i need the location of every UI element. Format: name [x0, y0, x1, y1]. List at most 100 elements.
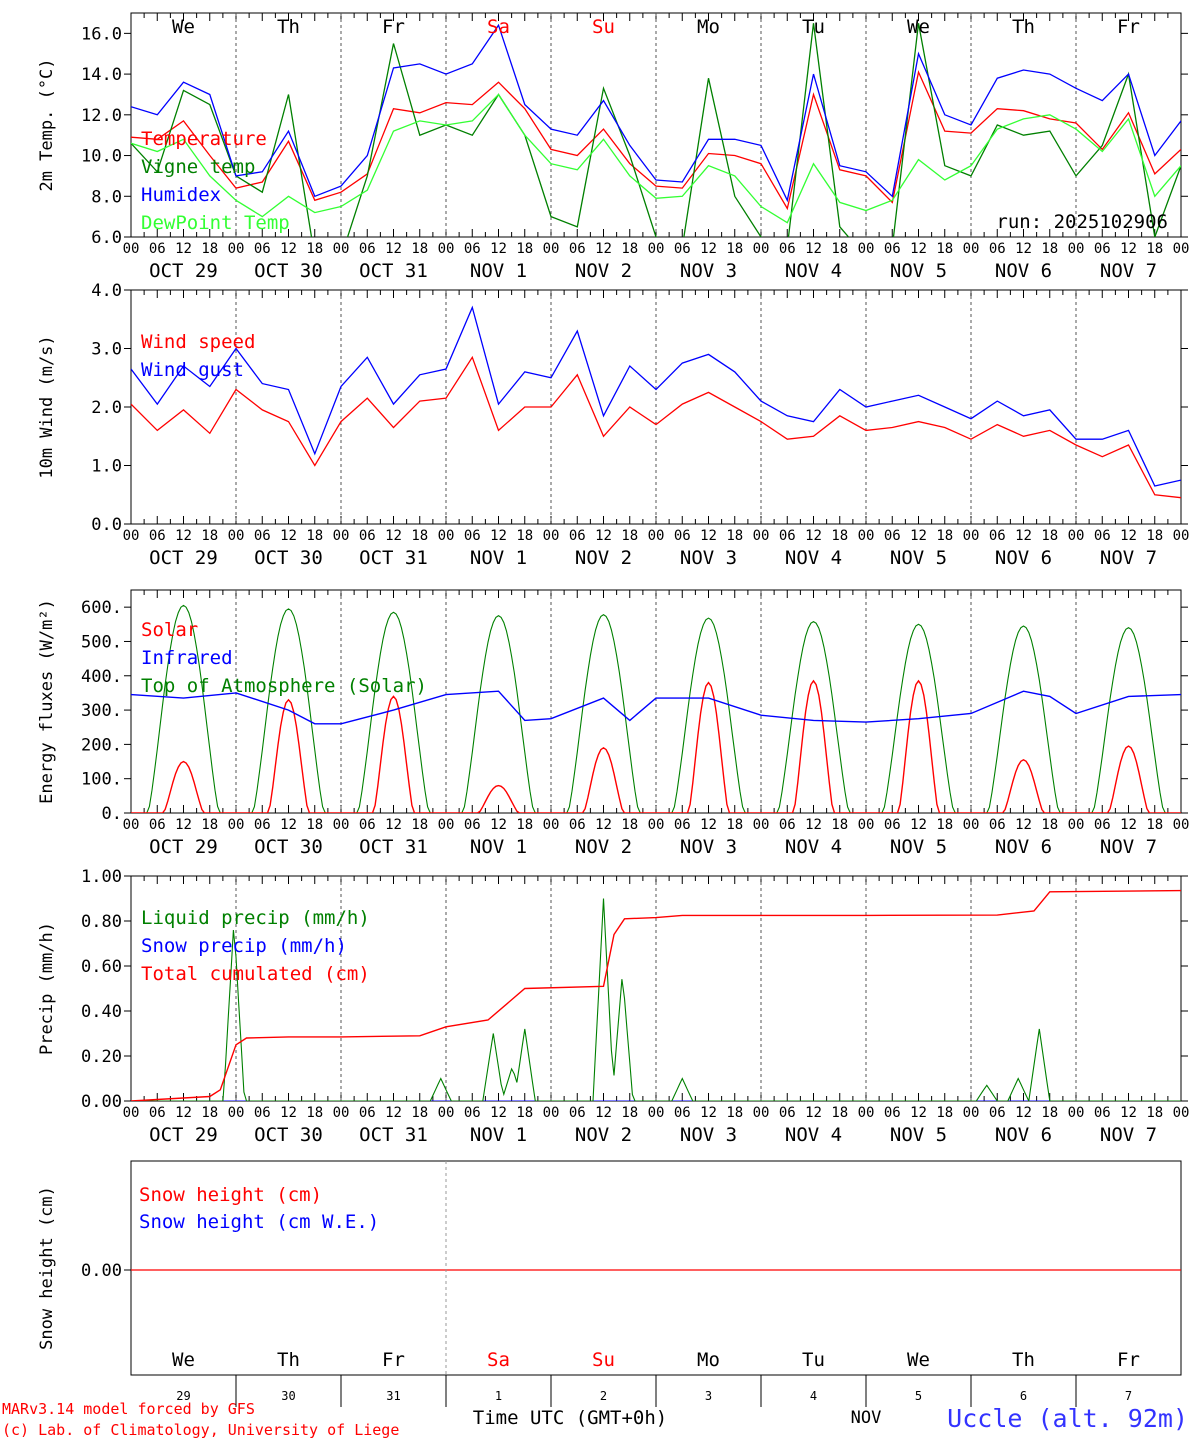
legend-top-of-atmosphere-solar-: Top of Atmosphere (Solar) [141, 675, 427, 697]
hour-tick-label: 06 [779, 817, 796, 833]
day-number-label: 2 [600, 1389, 607, 1403]
y-tick-label: 300. [81, 701, 122, 721]
hour-tick-label: 18 [1041, 528, 1058, 544]
hour-tick-label: 06 [884, 817, 901, 833]
hour-tick-label: 12 [175, 241, 192, 257]
date-label: NOV 1 [470, 260, 527, 282]
hour-tick-label: 06 [149, 817, 166, 833]
hour-tick-label: 06 [359, 1105, 376, 1121]
hour-tick-label: 18 [411, 1105, 428, 1121]
hour-tick-label: 00 [753, 241, 770, 257]
legend-temperature: Temperature [141, 128, 267, 150]
hour-tick-label: 18 [411, 528, 428, 544]
date-label: NOV 4 [785, 260, 842, 282]
y-tick-label: 3.0 [91, 340, 122, 360]
hour-tick-label: 18 [516, 1105, 533, 1121]
y-tick-label: 16.0 [81, 24, 122, 44]
series-solar [131, 679, 1181, 813]
hour-tick-label: 12 [385, 241, 402, 257]
hour-tick-label: 00 [858, 528, 875, 544]
day-of-week-label: Su [592, 1349, 615, 1371]
hour-tick-label: 18 [936, 817, 953, 833]
hour-tick-label: 06 [989, 528, 1006, 544]
hour-tick-label: 00 [543, 528, 560, 544]
hour-tick-label: 12 [385, 528, 402, 544]
hour-tick-label: 06 [254, 817, 271, 833]
hour-tick-label: 06 [674, 817, 691, 833]
hour-tick-label: 12 [910, 817, 927, 833]
date-label: OCT 31 [359, 260, 428, 282]
footer-lab-line: (c) Lab. of Climatology, University of L… [2, 1421, 399, 1439]
hour-tick-label: 06 [464, 528, 481, 544]
y-tick-label: 0.40 [81, 1002, 122, 1022]
hour-tick-label: 06 [779, 241, 796, 257]
hour-tick-label: 18 [516, 528, 533, 544]
hour-tick-label: 18 [726, 817, 743, 833]
legend-vigne-temp: Vigne temp [141, 156, 255, 178]
hour-tick-label: 06 [569, 241, 586, 257]
hour-tick-label: 06 [254, 241, 271, 257]
day-number-label: 7 [1125, 1389, 1132, 1403]
hour-tick-label: 12 [490, 528, 507, 544]
hour-tick-label: 12 [175, 1105, 192, 1121]
hour-tick-label: 00 [228, 817, 245, 833]
day-of-week-label: Tu [802, 1349, 825, 1371]
panel-snow: Snow height (cm) 0.00 We 29 Th 30 Fr 31 Sa 1 Su 2 Mo… [37, 1160, 1182, 1407]
y-tick-label: 14.0 [81, 65, 122, 85]
date-label: NOV 2 [575, 547, 632, 569]
hour-tick-label: 12 [595, 241, 612, 257]
hour-tick-label: 06 [884, 528, 901, 544]
hour-tick-label: 00 [1173, 241, 1190, 257]
hour-tick-label: 18 [726, 1105, 743, 1121]
series-wind-speed [131, 355, 1181, 499]
hour-tick-label: 18 [201, 817, 218, 833]
date-label: NOV 5 [890, 1124, 947, 1146]
y-tick-label: 0. [102, 804, 122, 824]
hour-tick-label: 18 [201, 1105, 218, 1121]
legend-solar: Solar [141, 619, 198, 641]
hour-tick-label: 00 [963, 241, 980, 257]
date-label: OCT 29 [149, 1124, 218, 1146]
date-label: NOV 1 [470, 1124, 527, 1146]
hour-tick-label: 00 [333, 817, 350, 833]
hour-tick-label: 06 [359, 241, 376, 257]
hour-tick-label: 18 [726, 241, 743, 257]
hour-tick-label: 12 [280, 1105, 297, 1121]
hour-tick-label: 06 [1094, 528, 1111, 544]
legend-wind-speed: Wind speed [141, 331, 255, 353]
date-label: OCT 30 [254, 547, 323, 569]
hour-tick-label: 00 [1068, 1105, 1085, 1121]
hour-tick-label: 12 [175, 817, 192, 833]
hour-tick-label: 12 [805, 1105, 822, 1121]
y-tick-label: 0.20 [81, 1047, 122, 1067]
day-of-week-label: Fr [382, 16, 405, 38]
y-tick-label: 0.60 [81, 957, 122, 977]
hour-tick-label: 06 [779, 1105, 796, 1121]
hour-tick-label: 18 [936, 1105, 953, 1121]
day-of-week-label: We [907, 1349, 930, 1371]
hour-tick-label: 00 [333, 241, 350, 257]
hour-tick-label: 18 [201, 528, 218, 544]
panel-precip: Precip (mm/h) 0.00 0.20 0.40 0.60 0.80 1.00 00 0… [37, 867, 1189, 1146]
hour-tick-label: 00 [858, 241, 875, 257]
hour-tick-label: 18 [201, 241, 218, 257]
date-label: OCT 31 [359, 836, 428, 858]
y-axis-label: 10m Wind (m/s) [37, 335, 57, 478]
hour-tick-label: 06 [359, 528, 376, 544]
day-of-week-label: Su [592, 16, 615, 38]
date-label: OCT 30 [254, 836, 323, 858]
month-label: NOV [851, 1408, 882, 1428]
hour-tick-label: 18 [621, 817, 638, 833]
hour-tick-label: 18 [306, 1105, 323, 1121]
hour-tick-label: 18 [831, 528, 848, 544]
date-label: OCT 31 [359, 547, 428, 569]
hour-tick-label: 12 [805, 817, 822, 833]
hour-tick-label: 18 [1146, 1105, 1163, 1121]
series-infrared [131, 690, 1181, 725]
hour-tick-label: 06 [1094, 1105, 1111, 1121]
hour-tick-label: 12 [700, 241, 717, 257]
hour-tick-label: 18 [306, 817, 323, 833]
day-of-week-label: Sa [487, 1349, 510, 1371]
